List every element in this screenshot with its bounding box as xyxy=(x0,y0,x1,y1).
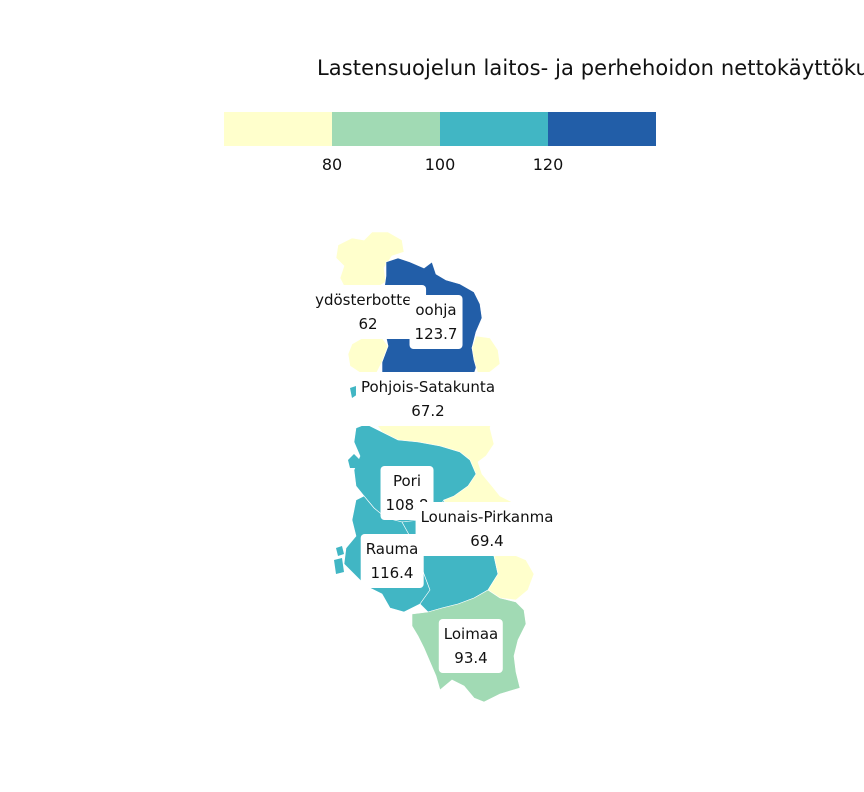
region-value: 69.4 xyxy=(470,532,504,550)
island-2 xyxy=(348,454,360,468)
island-4 xyxy=(334,558,344,574)
region-value: 62 xyxy=(358,315,378,333)
region-shape-east-patch-2 xyxy=(487,553,535,601)
island-3 xyxy=(336,546,344,556)
legend-bin-3 xyxy=(440,112,548,146)
region-label-loimaa: Loimaa 93.4 xyxy=(438,619,504,673)
region-name: Pori xyxy=(392,472,422,490)
region-label-pohjois-satakunta: Pohjois-Satakunta 67.2 xyxy=(355,372,501,426)
legend-bin-2 xyxy=(332,112,440,146)
region-shape-east-patch xyxy=(471,335,501,375)
legend-tick-80: 80 xyxy=(321,155,343,174)
region-shape-sydosterbotten[interactable] xyxy=(335,231,405,297)
color-legend xyxy=(224,112,656,146)
region-value: 123.7 xyxy=(414,325,458,343)
region-name: oohja xyxy=(415,301,457,319)
legend-tick-100: 100 xyxy=(424,155,456,174)
region-name: Rauma xyxy=(365,540,419,558)
region-name: ydösterbotten xyxy=(315,291,421,309)
region-label-jarviseutu: oohja 123.7 xyxy=(409,295,463,349)
region-label-lounais-pirkanmaa: Lounais-Pirkanma 69.4 xyxy=(415,502,559,556)
legend-tick-120: 120 xyxy=(532,155,564,174)
map-title: Lastensuojelun laitos- ja perhehoidon ne… xyxy=(317,56,864,80)
legend-bin-4 xyxy=(548,112,656,146)
region-label-sydosterbotten: ydösterbotten 62 xyxy=(310,285,426,339)
region-name: Loimaa xyxy=(443,625,499,643)
region-value: 93.4 xyxy=(454,649,488,667)
region-label-rauma: Rauma 116.4 xyxy=(360,534,424,588)
region-value: 116.4 xyxy=(370,564,414,582)
region-name: Lounais-Pirkanma xyxy=(420,508,554,526)
region-value: 67.2 xyxy=(411,402,445,420)
region-name: Pohjois-Satakunta xyxy=(360,378,496,396)
legend-bin-1 xyxy=(224,112,332,146)
